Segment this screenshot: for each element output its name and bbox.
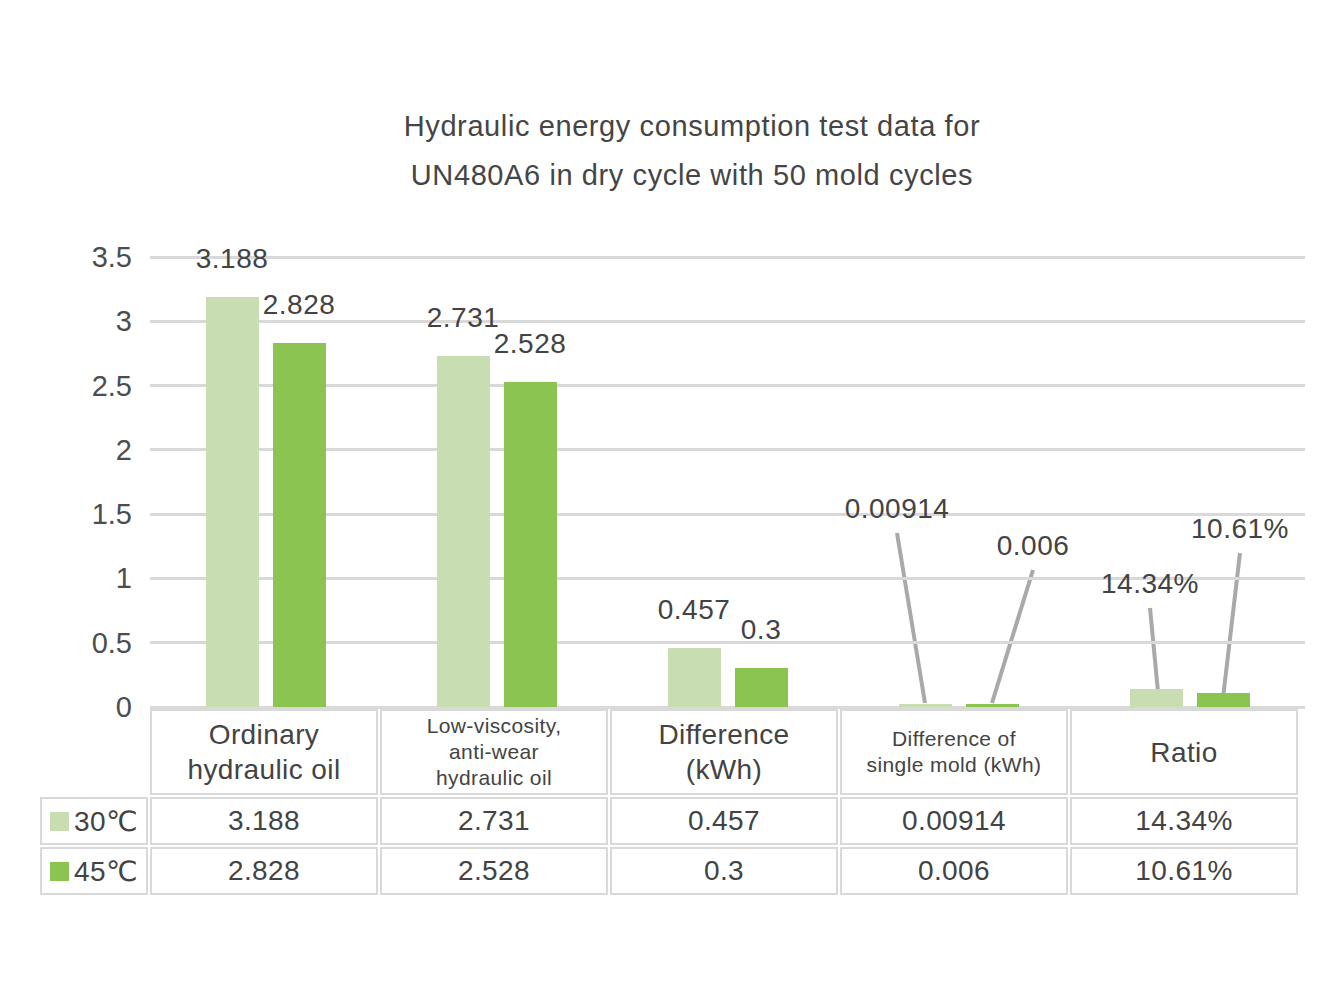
y-axis-tick-label: 1 — [116, 561, 132, 595]
column-header: Ordinary hydraulic oil — [150, 709, 378, 795]
bar-30℃-4 — [1130, 689, 1183, 707]
bar-30℃-2 — [668, 648, 721, 707]
data-table: Ordinary hydraulic oilLow-viscosity, ant… — [38, 707, 1300, 897]
bar-value-label: 0.006 — [997, 532, 1070, 560]
table-cell: 3.188 — [150, 797, 378, 845]
table-cell: 2.731 — [380, 797, 608, 845]
bar-value-label: 2.828 — [263, 291, 336, 319]
column-header: Low-viscosity, anti-wear hydraulic oil — [380, 709, 608, 795]
table-row: 30℃ 3.1882.7310.4570.0091414.34% — [40, 797, 1298, 845]
chart-canvas: Hydraulic energy consumption test data f… — [0, 0, 1344, 1006]
column-header: Difference (kWh) — [610, 709, 838, 795]
bar-30℃-0 — [206, 297, 259, 707]
bar-value-label: 2.731 — [427, 304, 500, 332]
legend-swatch-icon — [50, 812, 69, 831]
leader-line-1061 — [1223, 553, 1240, 698]
table-cell: 14.34% — [1070, 797, 1298, 845]
bar-value-label: 3.188 — [196, 245, 269, 273]
legend-swatch-icon — [50, 862, 69, 881]
y-axis-tick-label: 3 — [116, 304, 132, 338]
y-axis-tick-label: 3.5 — [92, 240, 132, 274]
column-header: Ratio — [1070, 709, 1298, 795]
bar-value-label: 2.528 — [494, 330, 567, 358]
table-cell: 0.457 — [610, 797, 838, 845]
y-axis-tick-label: 1.5 — [92, 497, 132, 531]
bar-45℃-1 — [504, 382, 557, 707]
chart-title: Hydraulic energy consumption test data f… — [40, 102, 1344, 200]
row-legend-inner: 30℃ — [46, 805, 142, 838]
bar-45℃-0 — [273, 343, 326, 707]
y-axis-tick-label: 2.5 — [92, 369, 132, 403]
table-cell: 10.61% — [1070, 847, 1298, 895]
chart-title-line-2: UN480A6 in dry cycle with 50 mold cycles — [40, 151, 1344, 200]
y-axis-tick-label: 0.5 — [92, 626, 132, 660]
column-header: Difference of single mold (kWh) — [840, 709, 1068, 795]
table-cell: 0.3 — [610, 847, 838, 895]
bar-30℃-1 — [437, 356, 490, 707]
data-table-wrapper: Ordinary hydraulic oilLow-viscosity, ant… — [38, 707, 1300, 897]
bar-value-label: 0.3 — [741, 616, 781, 644]
bar-45℃-2 — [735, 668, 788, 707]
leader-line-00914 — [897, 533, 925, 703]
leader-line-0006 — [992, 570, 1033, 703]
table-row: 45℃ 2.8282.5280.30.00610.61% — [40, 847, 1298, 895]
bar-value-label: 0.457 — [658, 596, 731, 624]
table-cell: 0.00914 — [840, 797, 1068, 845]
table-corner-spacer — [40, 709, 148, 795]
legend-label: 45℃ — [74, 855, 138, 888]
table-cell: 0.006 — [840, 847, 1068, 895]
gridline — [150, 256, 1305, 259]
table-cell: 2.528 — [380, 847, 608, 895]
row-legend: 30℃ — [40, 797, 148, 845]
y-axis-tick-label: 2 — [116, 433, 132, 467]
leader-line-1434 — [1150, 608, 1158, 692]
table-cell: 2.828 — [150, 847, 378, 895]
bar-value-label: 0.00914 — [845, 495, 950, 523]
row-legend-inner: 45℃ — [46, 855, 142, 888]
row-legend: 45℃ — [40, 847, 148, 895]
legend-label: 30℃ — [74, 805, 138, 838]
chart-title-line-1: Hydraulic energy consumption test data f… — [40, 102, 1344, 151]
bar-45℃-4 — [1197, 693, 1250, 707]
bar-value-label: 14.34% — [1101, 570, 1199, 598]
plot-area: 00.511.522.533.53.1882.7310.4570.0091414… — [150, 257, 1305, 707]
table-header-row: Ordinary hydraulic oilLow-viscosity, ant… — [40, 709, 1298, 795]
bar-value-label: 10.61% — [1191, 515, 1289, 543]
